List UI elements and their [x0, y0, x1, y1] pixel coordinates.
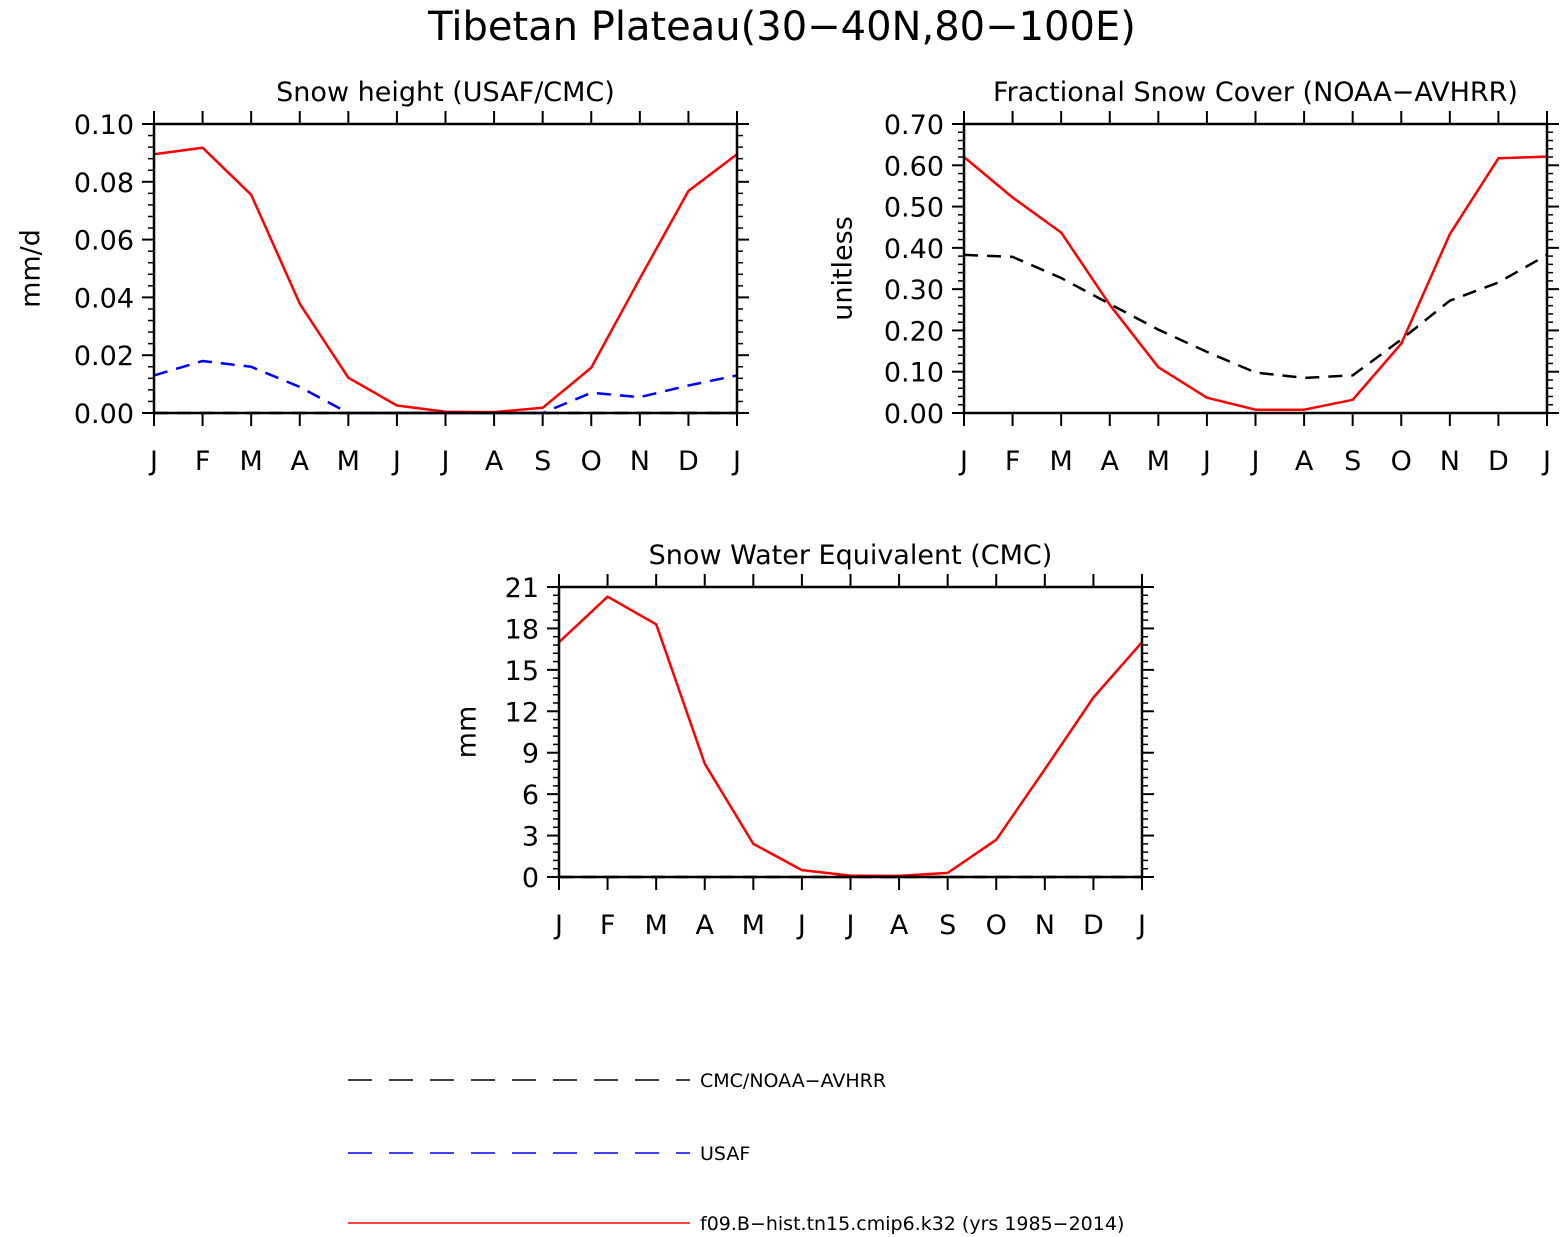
x-tick-label: A	[1295, 446, 1314, 477]
y-tick-label: 15	[505, 656, 539, 687]
x-tick-label: M	[1147, 446, 1170, 477]
y-tick-label: 0.00	[884, 399, 944, 430]
panel-title: Fractional Snow Cover (NOAA−AVHRR)	[993, 77, 1518, 108]
y-axis-label: mm	[451, 706, 482, 759]
panel-title: Snow Water Equivalent (CMC)	[649, 540, 1053, 571]
panel-title: Snow height (USAF/CMC)	[276, 77, 615, 108]
legend-item: CMC/NOAA−AVHRR	[348, 1070, 886, 1092]
x-tick-label: J	[731, 446, 741, 477]
x-tick-label: J	[1541, 446, 1551, 477]
legend-item: USAF	[348, 1143, 750, 1165]
y-tick-label: 0.10	[884, 358, 944, 389]
x-tick-label: J	[1136, 910, 1146, 941]
y-axis-label: unitless	[827, 216, 858, 321]
x-tick-label: J	[440, 446, 450, 477]
figure-title: Tibetan Plateau(30−40N,80−100E)	[427, 4, 1136, 50]
y-tick-label: 12	[505, 697, 539, 728]
y-tick-label: 0.20	[884, 316, 944, 347]
x-tick-label: J	[796, 910, 806, 941]
x-tick-label: A	[1101, 446, 1120, 477]
x-tick-label: M	[645, 910, 668, 941]
legend-item: f09.B−hist.tn15.cmip6.k32 (yrs 1985−2014…	[348, 1213, 1124, 1235]
x-tick-label: D	[678, 446, 699, 477]
x-tick-label: N	[1440, 446, 1460, 477]
series-line-1	[558, 595, 1143, 878]
x-tick-label: A	[890, 910, 909, 941]
y-tick-label: 6	[522, 780, 539, 811]
series-line-1	[153, 146, 738, 414]
y-tick-label: 0	[522, 863, 539, 894]
legend-label: USAF	[700, 1143, 750, 1165]
y-tick-label: 18	[505, 614, 539, 645]
x-tick-label: O	[1391, 446, 1412, 477]
y-tick-label: 0.70	[884, 110, 944, 141]
series-line-2	[153, 359, 738, 415]
panels: Snow height (USAF/CMC) mm/d 0.00 0.02 0.04 0.…	[15, 77, 1559, 941]
legend-label: f09.B−hist.tn15.cmip6.k32 (yrs 1985−2014…	[700, 1213, 1124, 1235]
x-tick-label: J	[391, 446, 401, 477]
x-tick-label: F	[600, 910, 616, 941]
y-tick-label: 0.04	[74, 283, 134, 314]
plot-frame	[557, 585, 1144, 879]
x-tick-label: D	[1083, 910, 1104, 941]
x-tick-label: J	[1250, 446, 1260, 477]
y-tick-label: 0.50	[884, 193, 944, 224]
x-tick-label: A	[291, 446, 310, 477]
x-tick-label: S	[1344, 446, 1361, 477]
y-tick-label: 9	[522, 739, 539, 770]
y-tick-label: 0.06	[74, 226, 134, 257]
y-tick-label: 0.00	[74, 399, 134, 430]
x-tick-label: O	[581, 446, 602, 477]
plot-frame	[962, 122, 1549, 415]
x-tick-label: J	[553, 910, 563, 941]
x-tick-label: S	[939, 910, 956, 941]
x-tick-label: M	[337, 446, 360, 477]
x-tick-label: N	[630, 446, 650, 477]
x-tick-label: M	[1050, 446, 1073, 477]
x-tick-label: J	[845, 910, 855, 941]
x-tick-label: A	[485, 446, 504, 477]
x-tick-label: N	[1035, 910, 1055, 941]
x-tick-label: J	[1201, 446, 1211, 477]
chart-panel-3: Snow Water Equivalent (CMC) mm 0 3 6 9 12 15 18 2…	[451, 540, 1154, 941]
x-tick-label: F	[1005, 446, 1021, 477]
x-tick-label: J	[958, 446, 968, 477]
y-tick-label: 0.30	[884, 275, 944, 306]
x-tick-label: F	[195, 446, 211, 477]
y-tick-label: 0.40	[884, 234, 944, 265]
x-tick-label: D	[1488, 446, 1509, 477]
legend-label: CMC/NOAA−AVHRR	[700, 1070, 886, 1092]
y-tick-label: 3	[522, 822, 539, 853]
x-tick-label: O	[986, 910, 1007, 941]
x-tick-label: S	[534, 446, 551, 477]
chart-panel-2: Fractional Snow Cover (NOAA−AVHRR) unitle…	[827, 77, 1559, 477]
plot-frame	[152, 122, 739, 415]
y-tick-label: 0.08	[74, 168, 134, 199]
x-tick-label: J	[148, 446, 158, 477]
series-line-2	[963, 253, 1548, 380]
x-tick-label: M	[742, 910, 765, 941]
y-tick-label: 21	[505, 573, 539, 604]
y-axis-label: mm/d	[15, 229, 46, 308]
y-tick-label: 0.60	[884, 151, 944, 182]
y-tick-label: 0.10	[74, 110, 134, 141]
y-tick-label: 0.02	[74, 341, 134, 372]
chart-panel-1: Snow height (USAF/CMC) mm/d 0.00 0.02 0.04 0.…	[15, 77, 749, 477]
x-tick-label: A	[696, 910, 715, 941]
legend: CMC/NOAA−AVHRR USAF f09.B−hist.tn15.cmip6.…	[348, 1070, 1124, 1235]
x-tick-label: M	[240, 446, 263, 477]
series-line-1	[963, 155, 1548, 411]
